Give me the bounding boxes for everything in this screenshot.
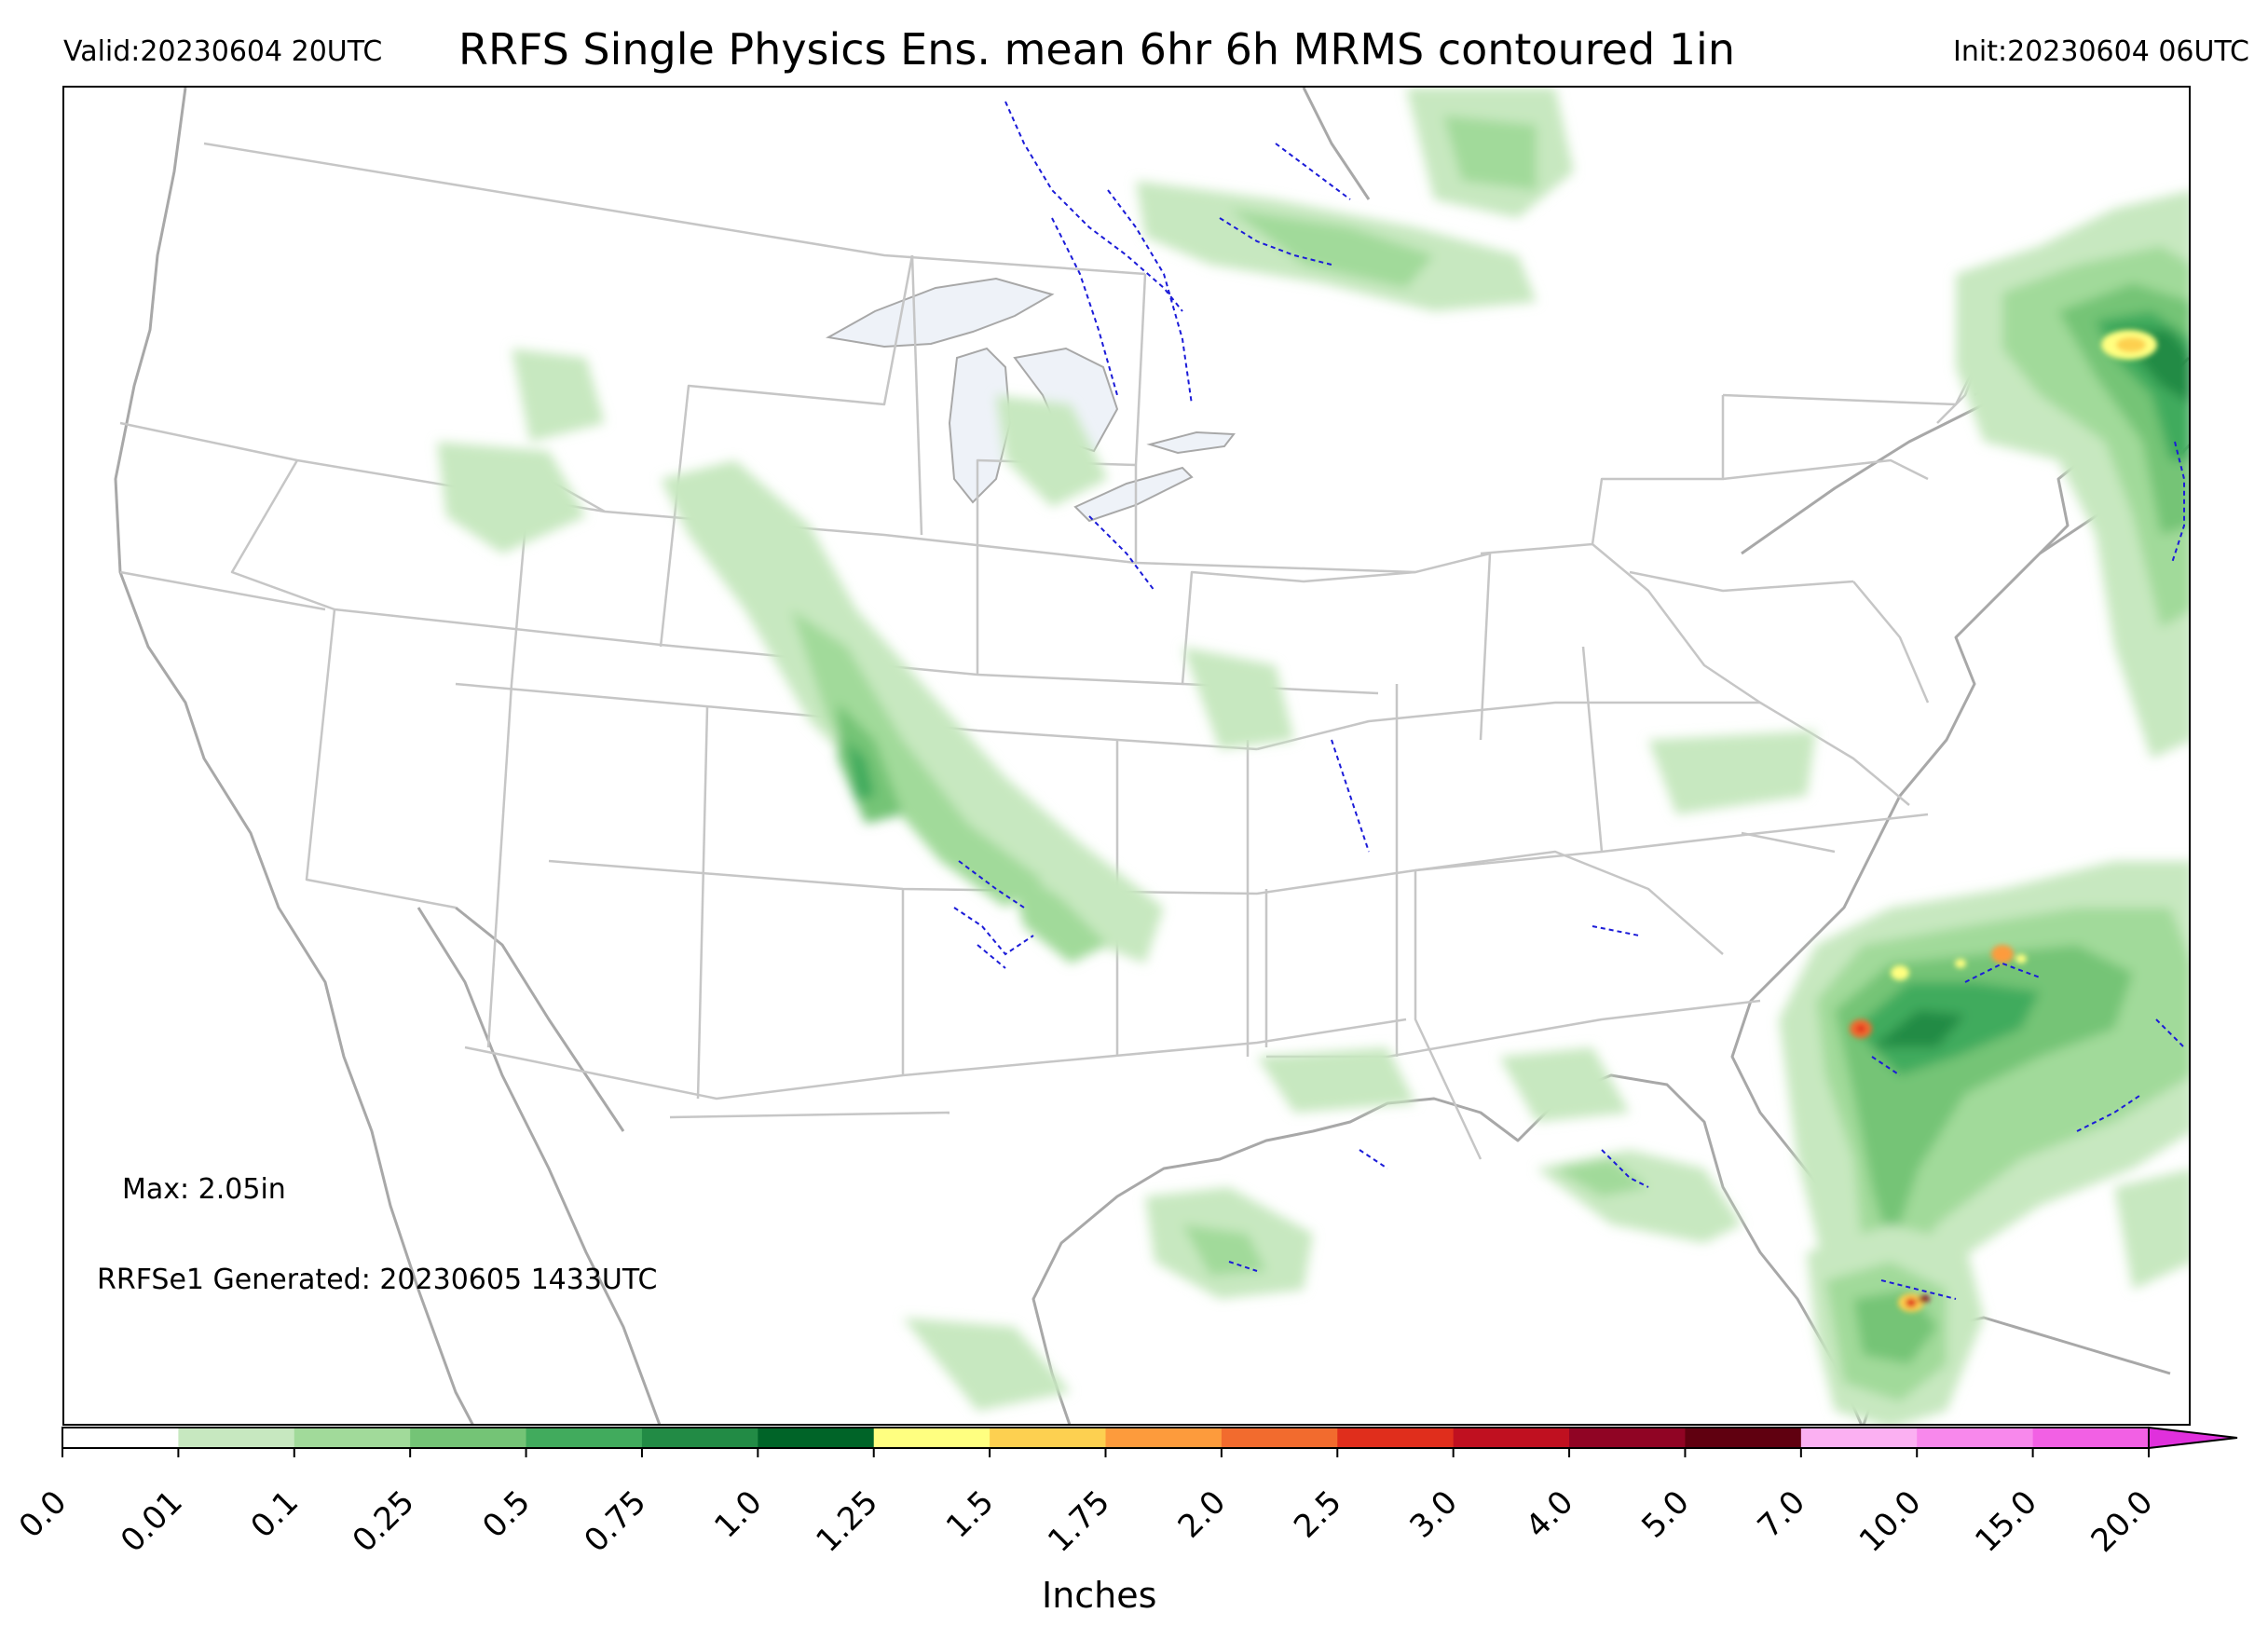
hudson-bay — [1302, 88, 1371, 200]
colorbar-tick-label: 2.0 — [1171, 1483, 1234, 1546]
colorbar-tick-label: 20.0 — [2084, 1483, 2161, 1560]
colorbar-tick-label: 0.0 — [12, 1483, 75, 1546]
colorbar-tick-label: 15.0 — [1968, 1483, 2044, 1560]
colorbar-bin — [294, 1428, 411, 1448]
colorbar-bin — [1221, 1428, 1338, 1448]
chart-title: RRFS Single Physics Ens. mean 6hr 6h MRM… — [458, 24, 1735, 75]
colorbar-bin — [1917, 1428, 2034, 1448]
colorbar-tick-label: 0.25 — [346, 1483, 422, 1560]
lake-ontario — [1146, 430, 1236, 455]
colorbar-tick-label: 0.75 — [577, 1483, 653, 1560]
max-value-label: Max: 2.05in — [122, 1173, 286, 1206]
lake-erie — [1073, 466, 1194, 523]
colorbar-bin — [1685, 1428, 1802, 1448]
colorbar-bin — [758, 1428, 875, 1448]
precip-shading — [437, 88, 2189, 1424]
colorbar-tick-label: 1.0 — [707, 1483, 770, 1546]
lake-michigan — [948, 347, 1012, 504]
colorbar-bin — [410, 1428, 527, 1448]
state-borders — [119, 142, 2051, 1160]
colorbar-tick-label: 1.25 — [809, 1483, 885, 1560]
west-coast — [114, 88, 474, 1424]
colorbar-bin — [641, 1428, 758, 1448]
colorbar-title: Inches — [1042, 1575, 1157, 1616]
lake-superior — [826, 277, 1055, 348]
colorbar-tick-label: 1.75 — [1041, 1483, 1117, 1560]
colorbar-tick-label: 3.0 — [1403, 1483, 1466, 1546]
colorbar-ticks: 0.0 0.01 0.1 0.25 0.5 0.75 1.0 1.25 1.5 1.75 2.0 2.… — [12, 1448, 2161, 1560]
valid-time-label: Valid:20230604 20UTC — [63, 35, 383, 68]
colorbar-bins — [61, 1426, 2238, 1450]
precip-cores — [1850, 330, 2157, 1312]
colorbar-bin — [990, 1428, 1106, 1448]
colorbar-bin — [2032, 1428, 2150, 1448]
colorbar-bin — [62, 1428, 179, 1448]
colorbar-bin — [526, 1428, 643, 1448]
map-frame: Max: 2.05in RRFSe1 Generated: 20230605 1… — [62, 86, 2191, 1426]
colorbar-tick-label: 5.0 — [1634, 1483, 1697, 1546]
colorbar-tick-label: 10.0 — [1852, 1483, 1929, 1560]
colorbar-bin — [1569, 1428, 1686, 1448]
mrms-1in-contours — [953, 101, 2185, 1300]
colorbar-tick-label: 4.0 — [1519, 1483, 1581, 1546]
gulf-coast — [1032, 1073, 1863, 1424]
colorbar-bin — [178, 1428, 295, 1448]
colorbar-tick-label: 1.5 — [939, 1483, 1002, 1546]
colorbar-tick-label: 0.5 — [475, 1483, 538, 1546]
colorbar-bin — [1337, 1428, 1455, 1448]
colorbar-bin — [873, 1428, 991, 1448]
precip-map — [114, 88, 2189, 1424]
mexico-pacific — [455, 906, 625, 1132]
colorbar-outline — [61, 1427, 2150, 1449]
init-time-label: Init:20230604 06UTC — [1953, 35, 2249, 68]
colorbar-tick-label: 0.01 — [114, 1483, 190, 1560]
colorbar-tick-label: 2.5 — [1287, 1483, 1349, 1546]
generated-label: RRFSe1 Generated: 20230605 1433UTC — [97, 1264, 658, 1296]
colorbar-bin — [1453, 1428, 1570, 1448]
colorbar-extend-arrow — [2148, 1426, 2238, 1450]
colorbar-tick-label: 7.0 — [1751, 1483, 1813, 1546]
colorbar-bin — [1800, 1428, 1918, 1448]
great-lakes — [826, 277, 1236, 523]
colorbar-tick-label: 0.1 — [244, 1483, 307, 1546]
colorbar-bin — [1105, 1428, 1223, 1448]
baja-coast — [417, 907, 662, 1424]
